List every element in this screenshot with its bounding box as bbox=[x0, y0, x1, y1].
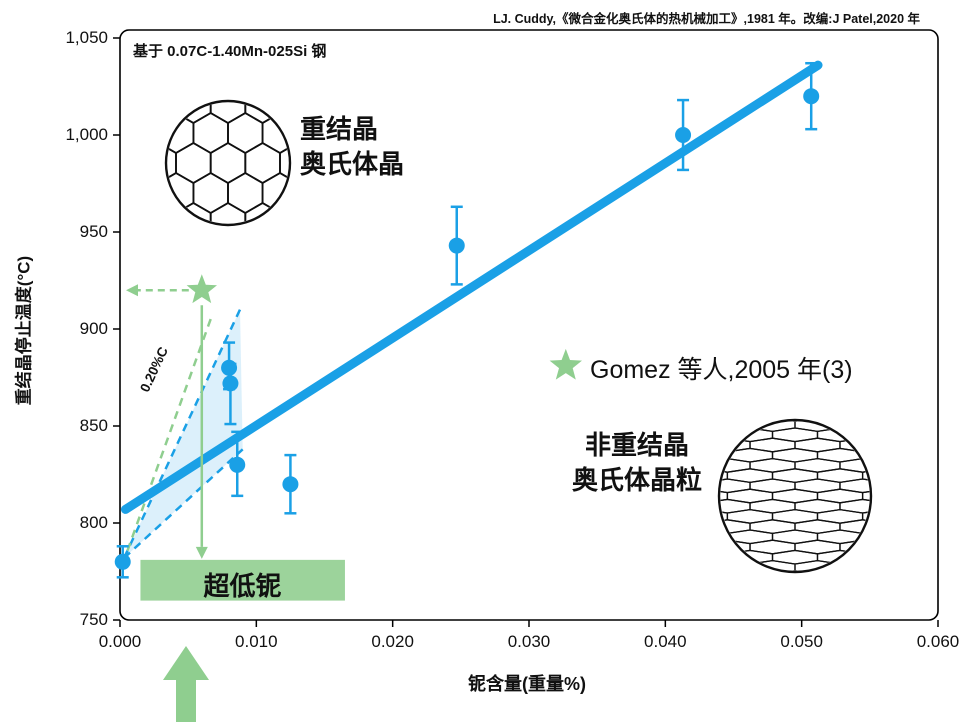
gomez-legend-label: Gomez 等人,2005 年(3) bbox=[590, 356, 853, 384]
x-tick-label: 0.030 bbox=[507, 632, 551, 651]
gomez-star-icon bbox=[186, 274, 217, 304]
x-tick-label: 0.060 bbox=[916, 632, 960, 651]
non-recrystallized-line1: 非重结晶 bbox=[584, 430, 689, 460]
data-point bbox=[229, 456, 246, 473]
non-recrystallized-annotation: 非重结晶 奥氏体晶粒 bbox=[532, 428, 742, 498]
ultra-low-nb-label: 超低铌 bbox=[203, 571, 282, 601]
data-point bbox=[114, 553, 131, 570]
data-point bbox=[675, 127, 692, 143]
grain-structure-icons bbox=[164, 99, 873, 574]
x-tick-label: 0.000 bbox=[98, 632, 142, 651]
carbon-range-shade bbox=[124, 309, 243, 558]
green-annotations bbox=[126, 274, 582, 722]
upper-carbon-dashed-line bbox=[122, 309, 242, 559]
steel-composition-note: 基于 0.07C-1.40Mn-025Si 钢 bbox=[133, 43, 327, 60]
ultra-low-nb-box bbox=[140, 559, 345, 601]
non-recrystallized-line2: 奥氏体晶粒 bbox=[571, 465, 702, 495]
x-axis-title: 铌含量(重量%) bbox=[468, 674, 586, 694]
data-point bbox=[222, 375, 239, 392]
citation-text: LJ. Cuddy,《微合金化奥氏体的热机械加工》,1981 年。改编:J Pa… bbox=[493, 12, 920, 26]
recrystallized-annotation: 重结晶 奥氏体晶 bbox=[300, 112, 404, 182]
carbon-wedge-shade bbox=[124, 309, 243, 558]
down-arrowhead-icon bbox=[195, 546, 208, 559]
data-point bbox=[448, 237, 465, 254]
recrystallized-grains-icon bbox=[164, 99, 292, 227]
green-dashed-guide-line bbox=[121, 313, 214, 565]
trend-line bbox=[120, 60, 823, 514]
y-tick-label: 1,050 bbox=[65, 28, 108, 47]
data-point bbox=[282, 476, 299, 493]
recrystallized-line2: 奥氏体晶 bbox=[300, 149, 405, 179]
left-arrowhead-icon bbox=[126, 284, 138, 297]
y-tick-label: 1,000 bbox=[65, 125, 108, 144]
x-tick-label: 0.010 bbox=[235, 632, 278, 651]
y-tick-label: 850 bbox=[79, 416, 108, 435]
y-tick-label: 900 bbox=[79, 319, 108, 338]
data-points-with-error-bars bbox=[114, 61, 820, 579]
trend-line-stroke bbox=[120, 60, 823, 514]
recrystallized-line1: 重结晶 bbox=[300, 114, 379, 144]
y-tick-label: 800 bbox=[79, 513, 108, 532]
ultra-low-nb-pointer-arrow-icon bbox=[163, 646, 209, 722]
x-tick-label: 0.040 bbox=[644, 632, 687, 651]
plot-frame-and-ticks bbox=[113, 29, 939, 627]
legend-star-icon bbox=[549, 348, 582, 380]
y-tick-label: 950 bbox=[79, 222, 108, 241]
data-point bbox=[803, 88, 820, 105]
data-point bbox=[221, 359, 238, 376]
x-tick-label: 0.050 bbox=[780, 632, 823, 651]
non-recrystallized-grains-icon bbox=[717, 418, 873, 574]
dashed-guide-lines bbox=[121, 309, 244, 565]
y-tick-label: 750 bbox=[79, 610, 108, 629]
x-tick-label: 0.020 bbox=[371, 632, 414, 651]
